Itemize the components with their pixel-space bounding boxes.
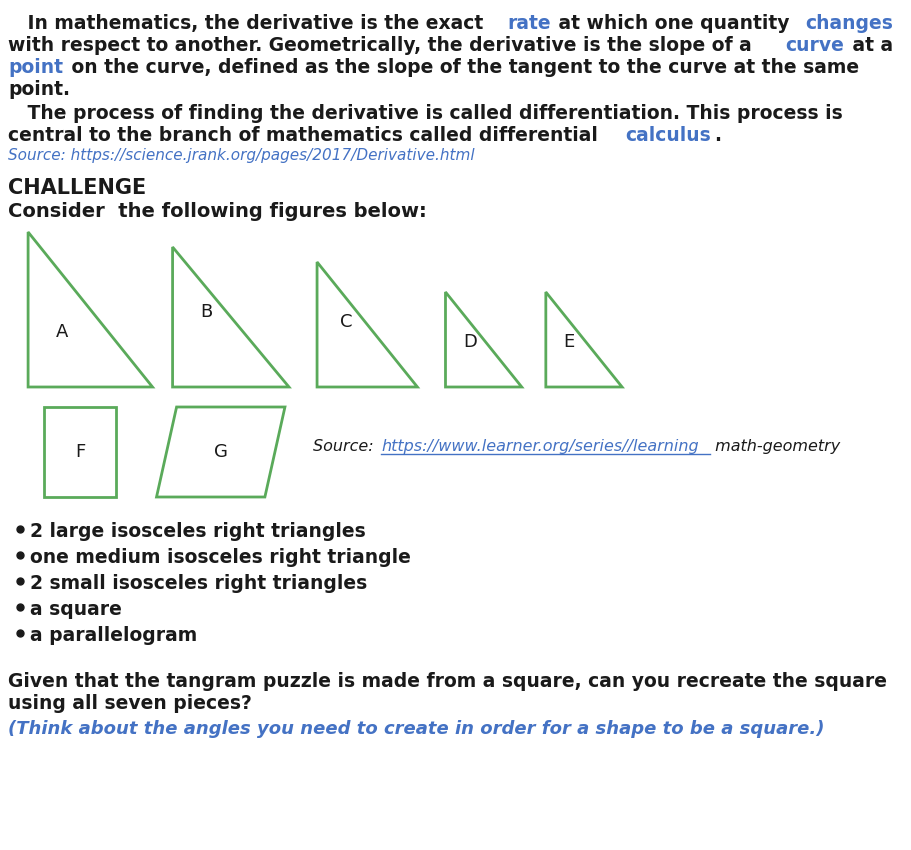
Text: changes: changes bbox=[804, 14, 892, 33]
Text: point: point bbox=[8, 58, 63, 77]
Text: C: C bbox=[339, 313, 352, 331]
Text: Given that the tangram puzzle is made from a square, can you recreate the square: Given that the tangram puzzle is made fr… bbox=[8, 672, 886, 691]
Text: rate: rate bbox=[507, 14, 550, 33]
Text: at a: at a bbox=[845, 36, 892, 55]
Text: .: . bbox=[713, 126, 721, 145]
Text: Consider  the following figures below:: Consider the following figures below: bbox=[8, 202, 426, 221]
Text: G: G bbox=[213, 443, 228, 461]
Text: math-geometry: math-geometry bbox=[710, 439, 839, 454]
Text: E: E bbox=[563, 333, 574, 351]
Text: point.: point. bbox=[8, 80, 70, 99]
Text: Source:: Source: bbox=[312, 439, 378, 454]
Text: D: D bbox=[463, 333, 476, 351]
Text: a parallelogram: a parallelogram bbox=[30, 626, 197, 645]
Text: on the curve, defined as the slope of the tangent to the curve at the same: on the curve, defined as the slope of th… bbox=[65, 58, 858, 77]
Text: (Think about the angles you need to create in order for a shape to be a square.): (Think about the angles you need to crea… bbox=[8, 720, 824, 738]
Text: The process of finding the derivative is called differentiation. This process is: The process of finding the derivative is… bbox=[8, 104, 842, 123]
Text: at which one quantity: at which one quantity bbox=[551, 14, 795, 33]
Text: CHALLENGE: CHALLENGE bbox=[8, 178, 146, 198]
Text: calculus: calculus bbox=[625, 126, 711, 145]
Text: B: B bbox=[200, 303, 212, 321]
Text: using all seven pieces?: using all seven pieces? bbox=[8, 694, 251, 713]
Text: central to the branch of mathematics called differential: central to the branch of mathematics cal… bbox=[8, 126, 604, 145]
Text: one medium isosceles right triangle: one medium isosceles right triangle bbox=[30, 548, 410, 567]
Text: 2 small isosceles right triangles: 2 small isosceles right triangles bbox=[30, 574, 366, 593]
Text: Source: https://science.jrank.org/pages/2017/Derivative.html: Source: https://science.jrank.org/pages/… bbox=[8, 148, 474, 163]
Text: curve: curve bbox=[784, 36, 843, 55]
Text: F: F bbox=[75, 443, 86, 461]
Text: with respect to another. Geometrically, the derivative is the slope of a: with respect to another. Geometrically, … bbox=[8, 36, 757, 55]
Text: https://www.learner.org/series//learning: https://www.learner.org/series//learning bbox=[381, 439, 698, 454]
Text: A: A bbox=[56, 323, 68, 341]
Text: 2 large isosceles right triangles: 2 large isosceles right triangles bbox=[30, 522, 365, 541]
Text: In mathematics, the derivative is the exact: In mathematics, the derivative is the ex… bbox=[8, 14, 489, 33]
Text: a square: a square bbox=[30, 600, 121, 619]
